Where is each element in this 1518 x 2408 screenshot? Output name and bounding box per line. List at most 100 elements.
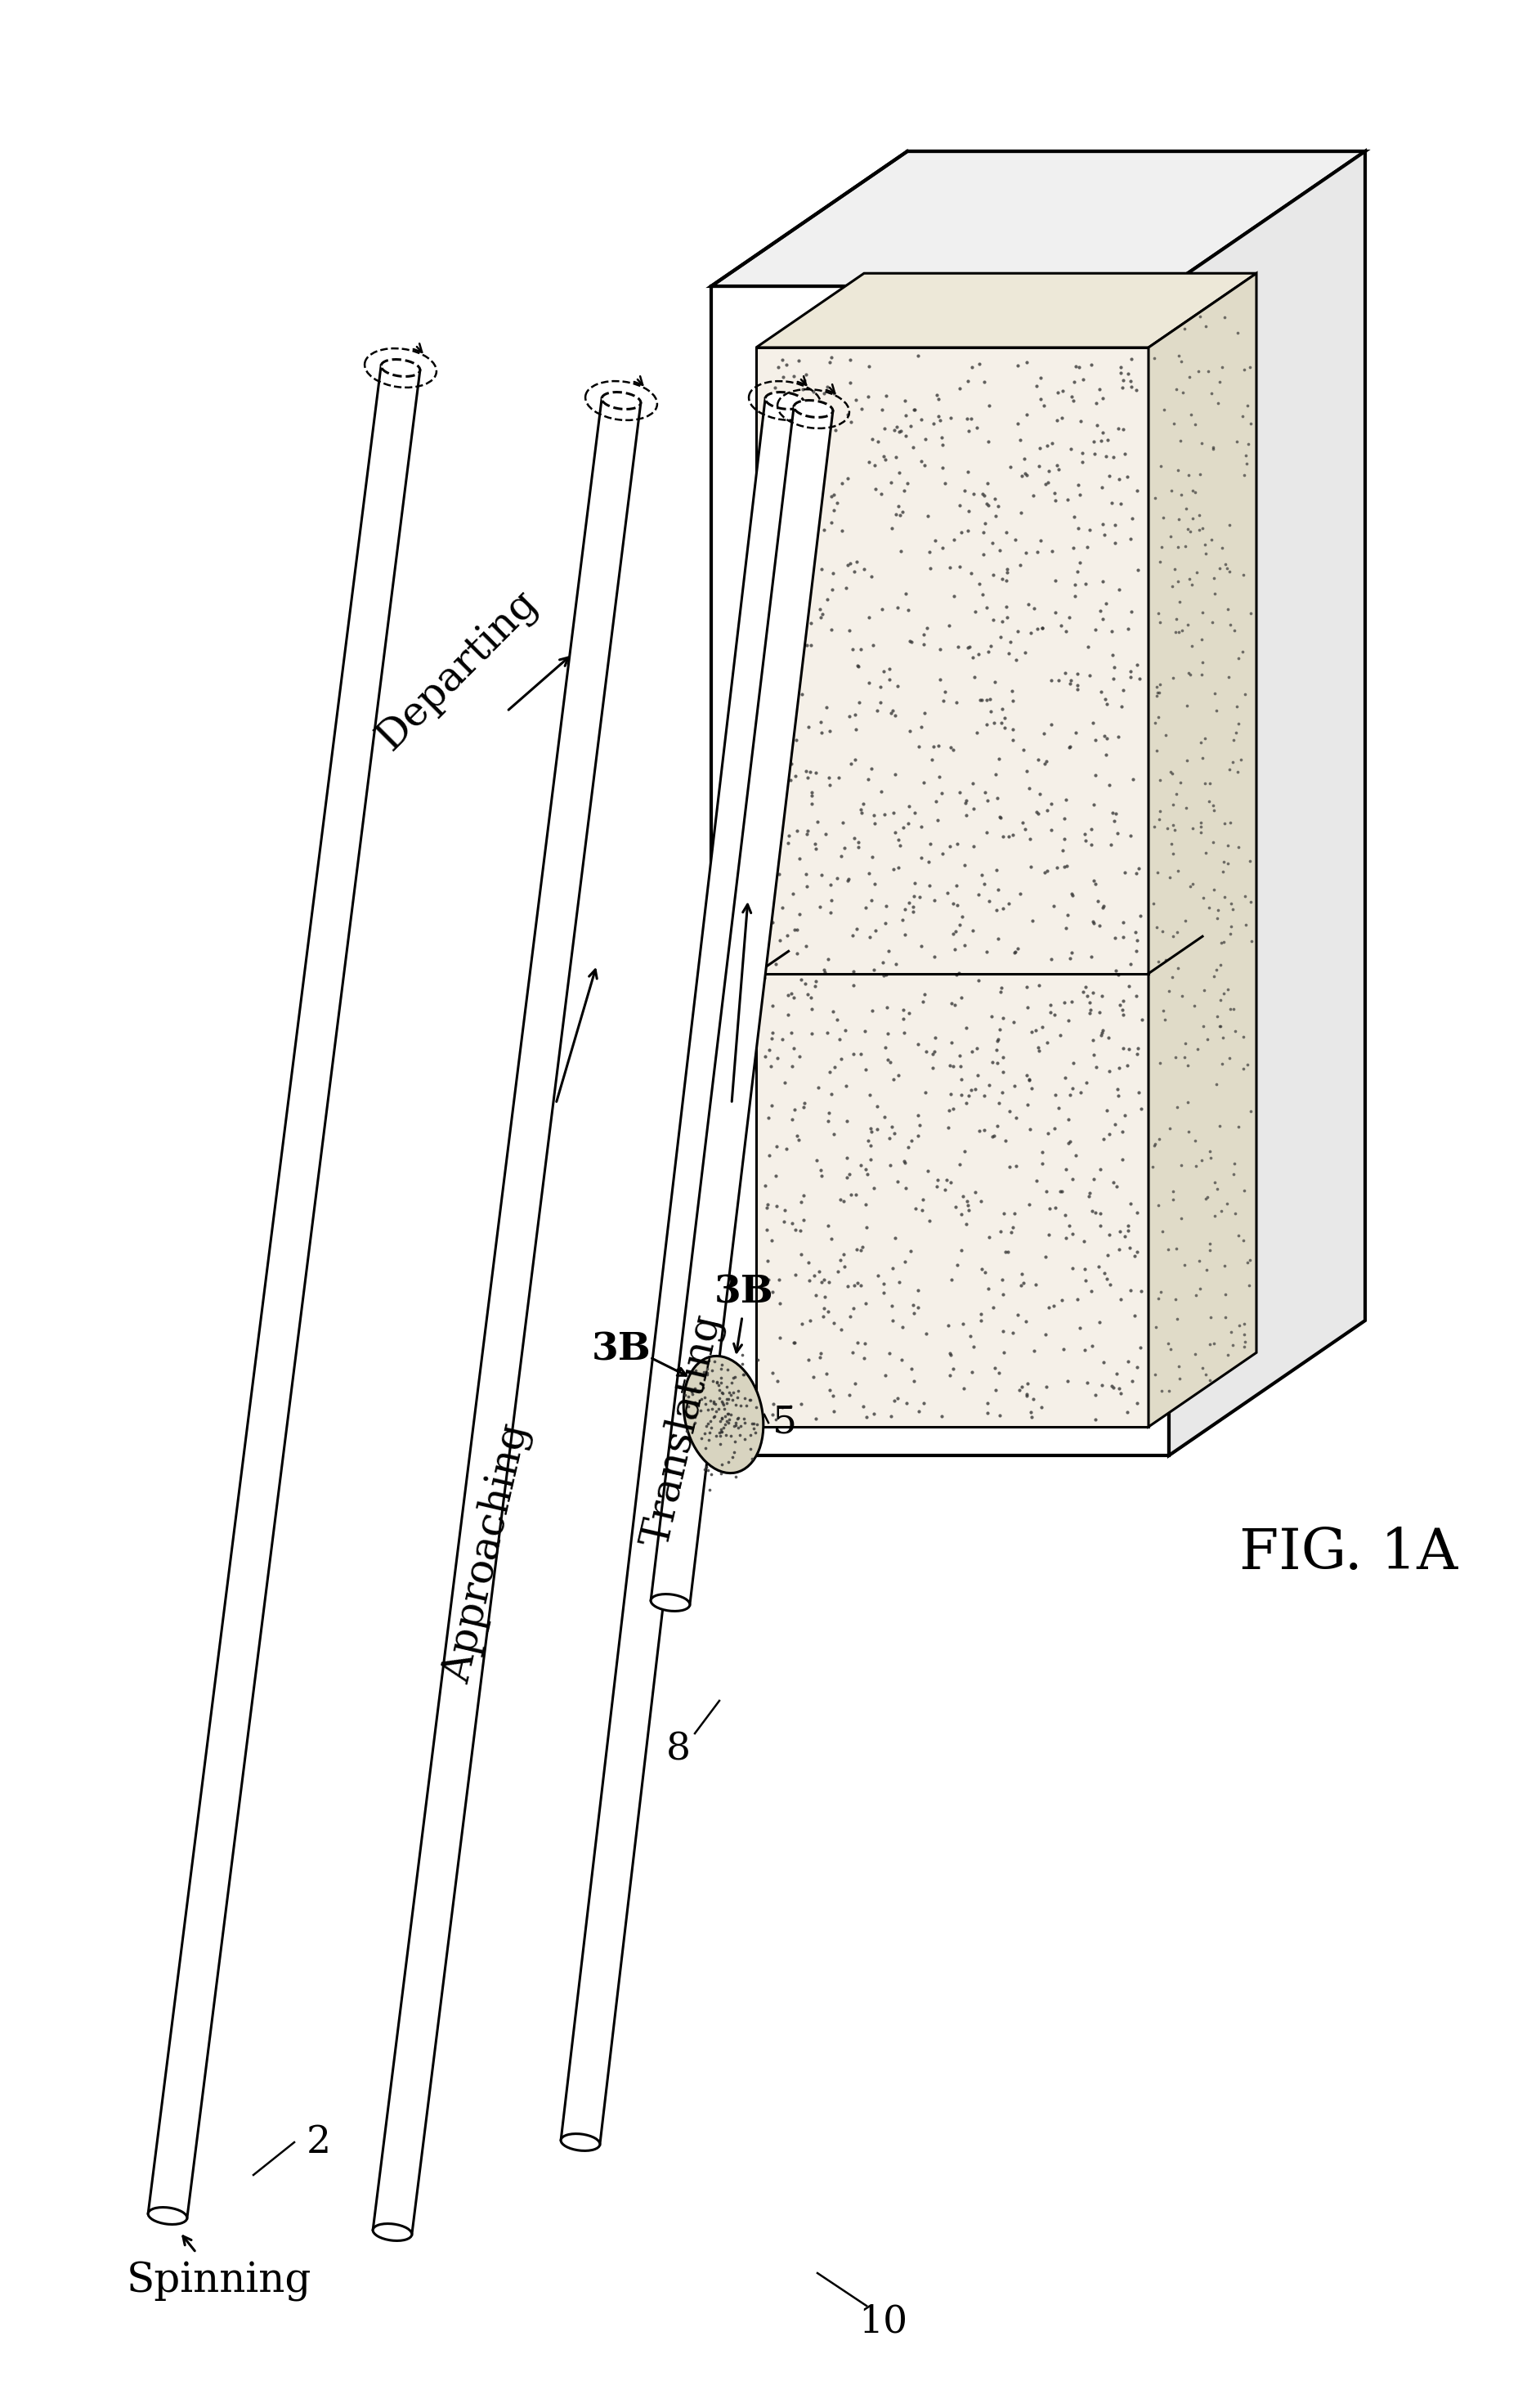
Point [921,881,946,920]
Point [941,576,965,614]
Point [1060,1250,1084,1288]
Point [770,1021,794,1060]
Point [802,1257,826,1296]
Point [852,1339,876,1377]
Point [1123,371,1148,409]
Point [1057,1100,1081,1139]
Point [726,1370,750,1409]
Point [815,1103,839,1141]
Point [697,1341,721,1380]
Point [1052,848,1076,886]
Point [1148,665,1172,703]
Point [1026,1031,1050,1069]
Point [932,1170,956,1209]
Point [1195,1021,1219,1060]
Point [1108,686,1132,725]
Point [909,982,934,1021]
Point [994,561,1019,600]
Point [856,597,880,636]
Point [1057,1125,1081,1163]
Point [976,1067,1000,1105]
Point [1210,852,1234,891]
Point [1173,742,1198,780]
Point [926,380,950,419]
Point [975,932,999,970]
Polygon shape [710,287,1169,1454]
Point [809,1156,833,1194]
Point [1090,414,1114,453]
Point [777,761,802,799]
Point [893,417,917,455]
Point [965,877,990,915]
Point [876,1334,900,1373]
Point [882,795,906,833]
Point [967,344,991,383]
Point [984,754,1008,792]
Point [1164,852,1189,891]
Point [927,660,952,698]
Point [824,860,849,898]
Point [858,1076,882,1115]
Point [754,1243,779,1281]
Point [953,1084,978,1122]
Point [990,602,1014,641]
Point [1216,1038,1240,1076]
Point [797,1262,821,1300]
Point [1207,549,1231,588]
Point [1220,891,1245,929]
Point [1189,814,1213,852]
Point [1082,720,1107,759]
Point [858,1139,882,1178]
Point [883,944,908,982]
Point [972,477,996,515]
Point [879,508,903,547]
Point [874,1040,899,1079]
Point [789,539,814,578]
Point [890,1308,914,1346]
Point [820,571,844,609]
Point [786,1038,811,1076]
Point [1009,1255,1034,1293]
Point [712,1389,736,1428]
Point [906,1392,931,1430]
Point [1145,908,1169,946]
Point [1117,816,1142,855]
Point [962,1069,987,1108]
Point [795,975,820,1014]
Point [1041,474,1066,513]
Point [1108,354,1132,393]
Point [704,1363,729,1401]
Point [833,1067,858,1105]
Point [1199,373,1224,412]
Point [686,1387,710,1426]
Point [978,626,1002,665]
Point [792,1084,817,1122]
Point [697,1471,721,1510]
Point [1207,946,1231,985]
Point [1034,742,1058,780]
Point [757,1031,782,1069]
Point [841,951,865,990]
Point [1117,1185,1142,1223]
Point [1210,1019,1234,1057]
Point [811,510,835,549]
Point [723,1457,747,1495]
Point [893,380,917,419]
Point [877,1043,902,1081]
Point [694,1348,718,1387]
Point [836,860,861,898]
Point [839,631,864,669]
Point [862,470,887,508]
Point [940,1047,964,1086]
Point [764,1127,788,1165]
Point [982,662,1006,701]
Point [958,1317,982,1356]
Point [990,1312,1014,1351]
Point [1207,1007,1231,1045]
Point [1029,609,1053,648]
Point [695,1404,720,1442]
Point [1069,1074,1093,1112]
Point [1146,698,1170,737]
Point [871,436,896,474]
Point [905,337,929,376]
